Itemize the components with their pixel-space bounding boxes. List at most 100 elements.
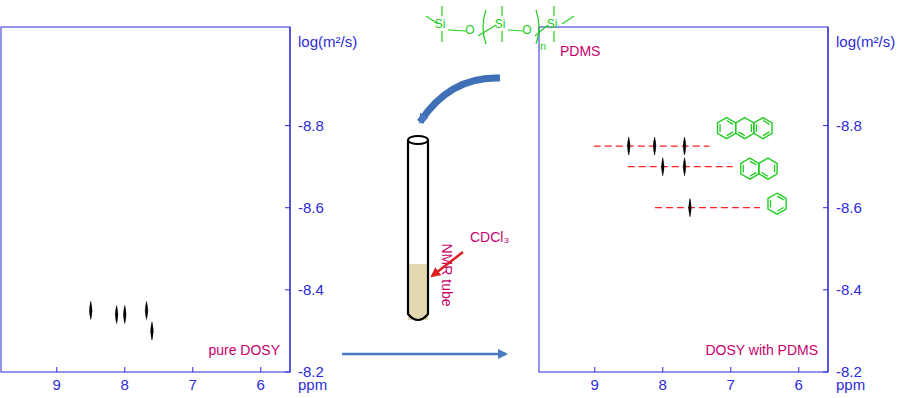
diagram: SiOSiOSinPDMSNMR tubeCDCl₃ bbox=[342, 6, 600, 354]
x-tick bbox=[798, 367, 799, 372]
peak bbox=[661, 158, 664, 176]
figure: -8.8-8.6-8.4-8.29876ppmlog(m²/s)pure DOS… bbox=[0, 0, 911, 398]
y-tick bbox=[823, 125, 828, 126]
y-tick-label: -8.6 bbox=[836, 199, 862, 216]
y-tick-label: -8.4 bbox=[836, 281, 862, 298]
x-tick-label: 9 bbox=[53, 376, 61, 393]
tube bbox=[408, 140, 428, 320]
methyl bbox=[441, 31, 442, 42]
solvent-label: CDCl₃ bbox=[470, 229, 509, 245]
reference-line bbox=[628, 166, 733, 167]
reference-line bbox=[655, 207, 760, 208]
y-tick-label: -8.8 bbox=[298, 117, 324, 134]
double-bond bbox=[763, 132, 770, 136]
double-bond bbox=[774, 165, 775, 173]
ring bbox=[754, 118, 772, 139]
double-bond bbox=[770, 200, 771, 208]
tube-top bbox=[408, 136, 428, 144]
structures bbox=[718, 118, 787, 215]
ring bbox=[741, 158, 759, 179]
peak bbox=[689, 199, 692, 217]
bond bbox=[448, 30, 466, 31]
x-tick bbox=[56, 367, 57, 372]
bond bbox=[508, 30, 523, 31]
y-tick bbox=[823, 289, 828, 290]
peak bbox=[151, 322, 154, 340]
chart: -8.8-8.6-8.4-8.29876ppmlog(m²/s)pure DOS… bbox=[1, 27, 357, 393]
x-tick-label: 6 bbox=[257, 376, 265, 393]
y-tick bbox=[823, 207, 828, 208]
repeat-index: n bbox=[540, 40, 546, 52]
x-tick-label: 6 bbox=[795, 376, 803, 393]
peak bbox=[145, 301, 148, 319]
y-axis bbox=[289, 27, 290, 372]
tube-label: NMR tube bbox=[439, 243, 455, 306]
peak bbox=[683, 158, 686, 176]
ring bbox=[736, 118, 754, 139]
double-bond bbox=[727, 121, 734, 125]
x-tick-label: 8 bbox=[659, 376, 667, 393]
methyl bbox=[441, 6, 442, 16]
x-axis-label: ppm bbox=[298, 376, 327, 393]
curved-arrow bbox=[420, 78, 500, 122]
methyl bbox=[553, 6, 554, 16]
double-bond bbox=[756, 124, 757, 132]
double-bond bbox=[719, 124, 720, 132]
y-tick-label: -8.4 bbox=[298, 281, 324, 298]
atom: Si bbox=[495, 17, 506, 31]
atom: O bbox=[465, 23, 474, 37]
y-tick-label: -8.6 bbox=[298, 199, 324, 216]
y-axis-label: log(m²/s) bbox=[298, 33, 357, 50]
peak bbox=[627, 137, 630, 155]
marks bbox=[594, 137, 760, 217]
atom: Si bbox=[547, 17, 558, 31]
x-tick bbox=[730, 367, 731, 372]
y-tick bbox=[823, 372, 828, 373]
double-bond bbox=[777, 207, 784, 211]
y-tick bbox=[285, 372, 290, 373]
x-axis-label: ppm bbox=[836, 376, 865, 393]
annotation: pure DOSY bbox=[208, 342, 280, 358]
peak bbox=[89, 301, 92, 319]
reference-line bbox=[594, 145, 710, 146]
transition-arrow bbox=[342, 353, 506, 356]
methyl bbox=[553, 31, 554, 42]
y-tick-label: -8.8 bbox=[836, 117, 862, 134]
x-tick bbox=[662, 367, 663, 372]
bond bbox=[478, 25, 496, 36]
double-bond bbox=[743, 165, 744, 173]
solvent-arrow bbox=[432, 252, 463, 276]
x-tick bbox=[594, 367, 595, 372]
double-bond bbox=[750, 161, 757, 165]
y-tick bbox=[285, 125, 290, 126]
double-bond bbox=[750, 172, 757, 176]
double-bond bbox=[763, 121, 770, 125]
page: {"chart_data": [ {"type": "scatter", "an… bbox=[0, 0, 911, 398]
methyl bbox=[501, 31, 502, 42]
double-bond bbox=[751, 124, 752, 132]
x-tick-label: 7 bbox=[727, 376, 735, 393]
peak bbox=[683, 137, 686, 155]
double-bond bbox=[738, 132, 745, 136]
bracket bbox=[483, 10, 486, 44]
x-tick-label: 9 bbox=[591, 376, 599, 393]
methyl bbox=[501, 6, 502, 16]
y-tick bbox=[285, 289, 290, 290]
pdms-label: PDMS bbox=[560, 43, 600, 59]
plot-frame bbox=[1, 27, 290, 372]
ring bbox=[759, 158, 777, 179]
x-tick-label: 8 bbox=[121, 376, 129, 393]
y-axis-label: log(m²/s) bbox=[836, 33, 895, 50]
double-bond bbox=[777, 196, 784, 200]
double-bond bbox=[727, 132, 734, 136]
peak bbox=[653, 137, 656, 155]
plot-frame bbox=[539, 27, 828, 372]
ring bbox=[718, 118, 736, 139]
peak bbox=[123, 306, 126, 324]
bracket bbox=[536, 10, 539, 44]
y-axis bbox=[827, 27, 828, 372]
x-tick-label: 7 bbox=[189, 376, 197, 393]
solvent-fill bbox=[408, 264, 428, 320]
chart: -8.8-8.6-8.4-8.29876ppmlog(m²/s)DOSY wit… bbox=[539, 27, 895, 393]
annotation: DOSY with PDMS bbox=[705, 342, 818, 358]
